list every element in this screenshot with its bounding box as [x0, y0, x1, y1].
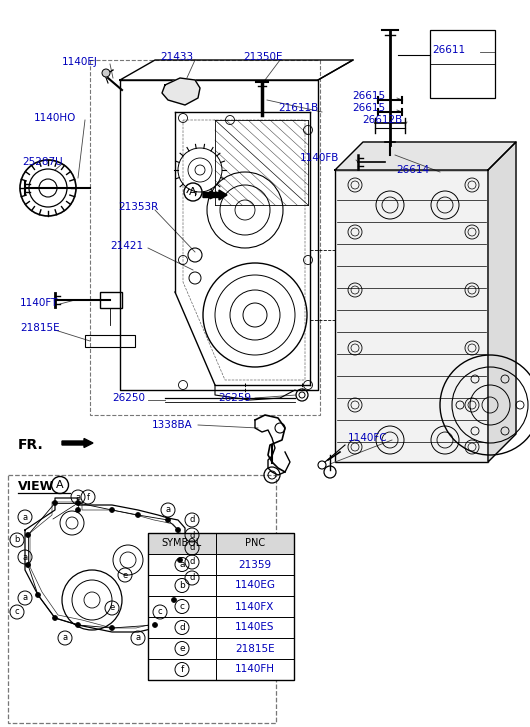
Text: 21611B: 21611B	[278, 103, 318, 113]
Text: A: A	[189, 187, 197, 197]
Text: d: d	[189, 531, 195, 539]
Circle shape	[175, 528, 181, 532]
Text: a: a	[22, 513, 28, 521]
Circle shape	[75, 500, 81, 505]
Text: a: a	[136, 633, 140, 643]
Text: VIEW: VIEW	[18, 481, 55, 494]
Text: 26614: 26614	[396, 165, 429, 175]
Bar	[216, 533, 294, 554]
Bar	[8, 475, 276, 723]
Circle shape	[36, 593, 40, 598]
Bar	[148, 638, 216, 659]
Text: 21350E: 21350E	[243, 52, 282, 62]
Text: f: f	[86, 492, 90, 502]
Text: a: a	[179, 560, 185, 569]
Text: FR.: FR.	[18, 438, 44, 452]
Text: 1140HO: 1140HO	[34, 113, 76, 123]
Text: f: f	[180, 665, 183, 674]
Text: 26615: 26615	[352, 91, 385, 101]
Circle shape	[165, 518, 171, 523]
Bar	[148, 533, 294, 680]
Text: 26259: 26259	[218, 393, 251, 403]
Circle shape	[172, 598, 176, 603]
Bar	[148, 617, 216, 638]
Bar	[216, 617, 294, 638]
Text: b: b	[14, 536, 20, 545]
Bar	[216, 554, 294, 575]
Circle shape	[136, 513, 140, 518]
Bar	[216, 638, 294, 659]
Text: 1140EJ: 1140EJ	[62, 57, 98, 67]
Text: 1140ES: 1140ES	[235, 622, 275, 632]
Text: d: d	[189, 544, 195, 553]
Circle shape	[110, 625, 114, 630]
Polygon shape	[488, 142, 516, 462]
Circle shape	[75, 507, 81, 513]
Text: 1140EG: 1140EG	[234, 580, 276, 590]
Text: 21421: 21421	[110, 241, 143, 251]
Bar	[148, 554, 216, 575]
Text: A: A	[56, 480, 64, 490]
Bar	[148, 659, 216, 680]
Text: d: d	[189, 558, 195, 566]
Text: a: a	[63, 633, 67, 643]
Circle shape	[153, 622, 157, 627]
Text: PNC: PNC	[245, 539, 265, 548]
Text: d: d	[189, 574, 195, 582]
Circle shape	[52, 500, 57, 505]
Text: 1140FH: 1140FH	[235, 664, 275, 675]
Text: 1140FX: 1140FX	[235, 601, 275, 611]
Text: c: c	[158, 608, 162, 616]
Text: SYMBOL: SYMBOL	[162, 539, 202, 548]
Circle shape	[25, 563, 31, 568]
Bar	[216, 659, 294, 680]
Text: 1140FC: 1140FC	[348, 433, 387, 443]
Text: e: e	[122, 571, 128, 579]
Text: 26615: 26615	[352, 103, 385, 113]
Text: 25287U: 25287U	[22, 157, 63, 167]
Circle shape	[110, 507, 114, 513]
Circle shape	[102, 69, 110, 77]
Text: 1140FT: 1140FT	[20, 298, 58, 308]
Text: a: a	[165, 505, 171, 515]
Text: 21353R: 21353R	[118, 202, 158, 212]
Bar	[335, 170, 488, 462]
Text: e: e	[179, 644, 185, 653]
Text: 21433: 21433	[160, 52, 193, 62]
Bar	[148, 575, 216, 596]
Text: a: a	[22, 553, 28, 561]
Text: a: a	[22, 593, 28, 603]
Text: d: d	[189, 515, 195, 524]
Text: b: b	[179, 581, 185, 590]
Bar	[216, 575, 294, 596]
Bar	[85, 335, 135, 347]
Circle shape	[75, 622, 81, 627]
Polygon shape	[162, 78, 200, 105]
Bar	[148, 596, 216, 617]
Text: a: a	[75, 492, 81, 502]
Text: 26250: 26250	[112, 393, 145, 403]
Circle shape	[52, 616, 57, 621]
Circle shape	[25, 532, 31, 537]
Bar	[430, 30, 495, 98]
FancyArrow shape	[62, 438, 93, 448]
FancyArrow shape	[203, 190, 227, 200]
Circle shape	[178, 558, 182, 563]
Text: 26611: 26611	[432, 45, 465, 55]
Text: 21815E: 21815E	[235, 643, 275, 654]
Bar	[148, 533, 216, 554]
Text: c: c	[15, 608, 19, 616]
Bar	[216, 596, 294, 617]
Polygon shape	[335, 142, 516, 170]
Text: e: e	[109, 603, 114, 613]
Text: 21359: 21359	[238, 560, 271, 569]
Bar	[90, 60, 320, 415]
Text: c: c	[180, 602, 184, 611]
Bar	[100, 292, 122, 308]
Text: 1140FB: 1140FB	[300, 153, 339, 163]
Text: d: d	[179, 623, 185, 632]
Text: 21815E: 21815E	[20, 323, 59, 333]
Text: 1338BA: 1338BA	[152, 420, 193, 430]
Text: 26612B: 26612B	[362, 115, 402, 125]
